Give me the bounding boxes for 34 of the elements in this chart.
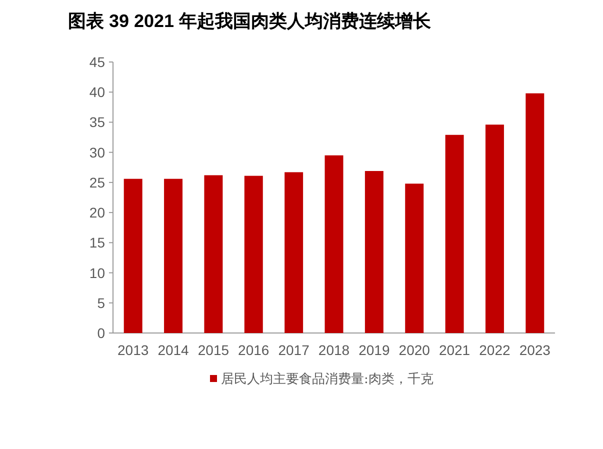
y-tick-label: 35	[89, 114, 106, 130]
bar	[445, 134, 464, 333]
x-tick-label: 2017	[278, 342, 310, 358]
y-tick-label: 45	[89, 54, 106, 70]
x-tick-label: 2013	[118, 342, 149, 358]
x-tick-label: 2015	[198, 342, 230, 358]
bar	[244, 176, 263, 333]
bar	[405, 184, 424, 333]
x-tick-label: 2019	[358, 342, 390, 358]
x-tick-label: 2014	[158, 342, 190, 358]
bar	[324, 155, 344, 333]
legend-label: 居民人均主要食品消费量:肉类，千克	[221, 371, 434, 387]
y-tick-label: 20	[89, 204, 106, 221]
x-tick-label: 2023	[519, 342, 551, 358]
chart-title: 图表 39 2021 年起我国肉类人均消费连续增长	[68, 11, 432, 31]
bar	[124, 178, 142, 333]
bar	[485, 124, 504, 333]
y-tick-label: 0	[97, 325, 106, 341]
x-tick-label: 2022	[479, 342, 511, 358]
y-tick-label: 10	[89, 264, 106, 281]
bar	[164, 178, 183, 333]
bar	[364, 171, 384, 333]
bar	[526, 93, 544, 333]
x-tick-label: 2018	[318, 342, 350, 358]
y-tick-label: 40	[89, 84, 106, 100]
x-tick-label: 2016	[238, 342, 270, 358]
x-tick-label: 2021	[438, 342, 470, 358]
y-tick-label: 30	[89, 144, 106, 160]
y-tick-label: 15	[89, 234, 106, 251]
bar	[284, 172, 304, 333]
y-tick-label: 5	[97, 294, 106, 311]
bar	[204, 175, 223, 333]
y-tick-label: 25	[89, 174, 106, 190]
x-tick-label: 2020	[398, 342, 430, 358]
